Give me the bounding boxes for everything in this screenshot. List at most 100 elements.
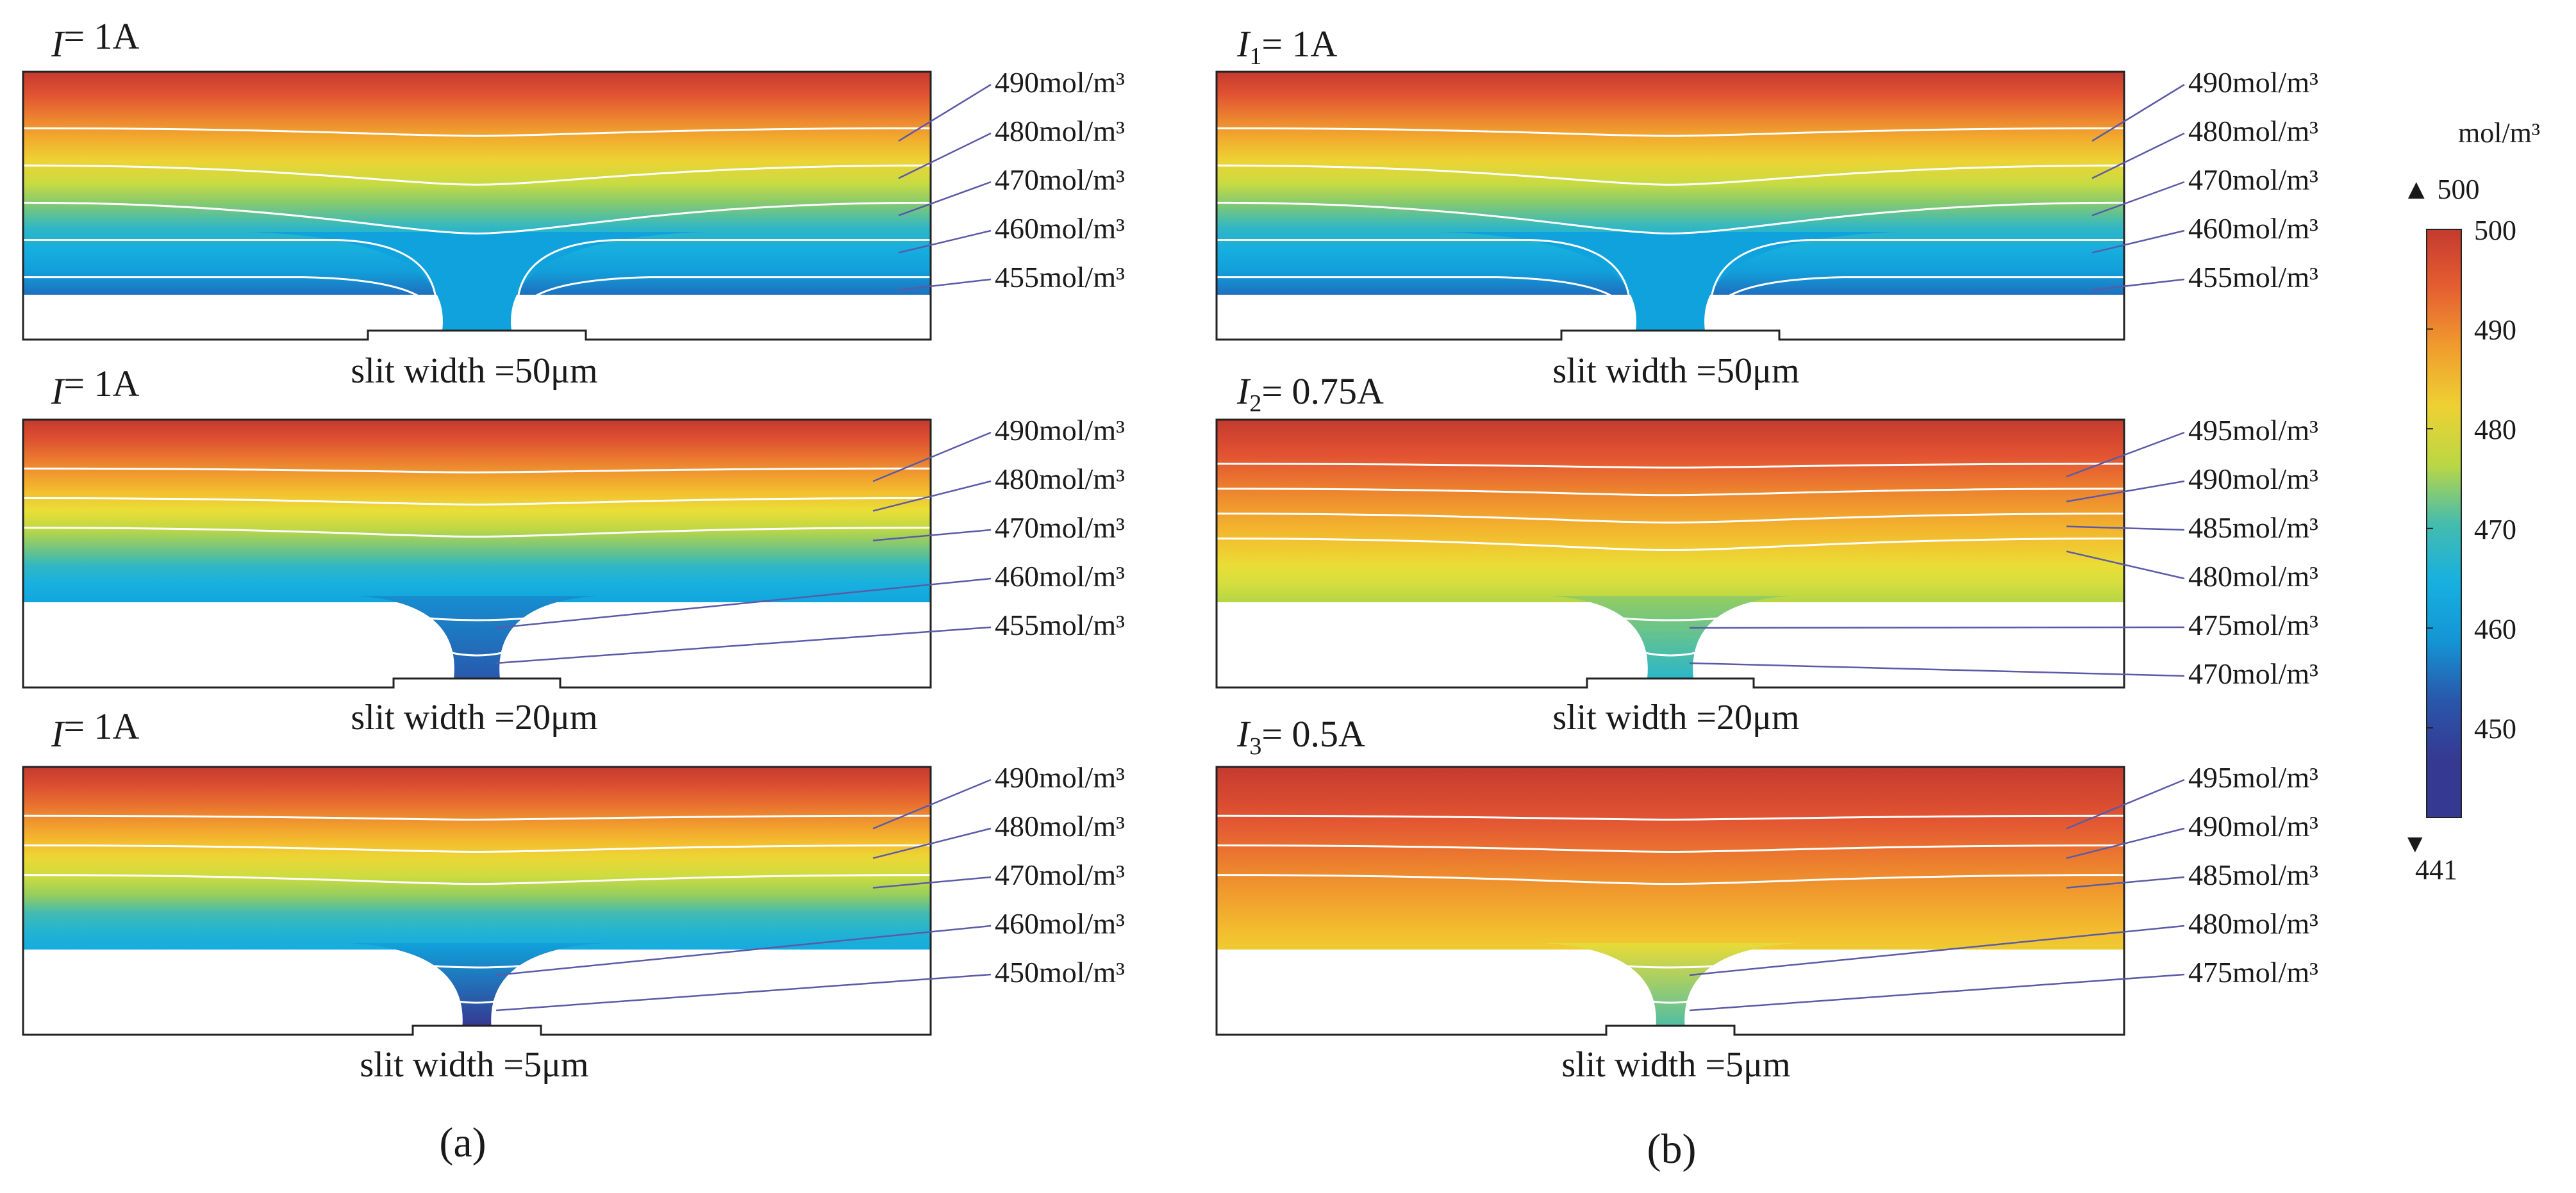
contour-label: 470mol/m³ [995,859,1125,891]
contour-line [23,276,438,331]
leader-line [1689,662,2185,677]
slit-well [349,943,605,1026]
contour-line [22,467,931,473]
leader-line [1689,626,2185,629]
slit-width-label: slit width =5μm [360,1045,588,1085]
contour-label: 490mol/m³ [2188,66,2318,99]
contour-line [1634,649,1706,657]
panel-b2-field: 495mol/m³ 490mol/m³ 485mol/m³ 480mol/m³ 475m… [1215,414,2318,690]
leader-line [495,925,992,976]
leader-line [872,876,992,889]
leader-line [872,529,992,541]
contour-line [22,164,931,186]
leader-line [495,577,992,629]
leader-line [898,278,992,291]
contour-line [23,238,438,331]
colorbar-min-marker: ▼ [2402,829,2428,858]
domain-frame [1215,70,2125,341]
contour-line [1633,996,1708,1004]
panel-b3: I3= 0.5A 495mol/m³ 490mol/m³ 485mol/m³ 480m… [1215,713,2318,1085]
contour-label: 455mol/m³ [995,609,1125,641]
leader-line [2066,550,2185,580]
concentration-field [1217,420,2124,602]
panel-a1-current: I= 1A [51,15,140,65]
contour-line [22,874,931,885]
contour-line [22,497,931,506]
leader-line [898,83,992,142]
current-value: = 0.5A [1261,713,1365,755]
leader-line [2091,278,2185,291]
concentration-field [23,420,931,602]
leader-line [2066,480,2185,503]
panel-b3-field: 495mol/m³ 490mol/m³ 485mol/m³ 480mol/m³ 475m… [1215,761,2318,1036]
current-symbol: I [1236,23,1251,65]
panel-a2-current: I= 1A [51,363,140,412]
contour-line [1216,874,2125,885]
contour-label: 460mol/m³ [2188,212,2318,245]
domain-frame [1215,418,2125,689]
panel-a2: I= 1A 490mol/m³ 480mol/m³ 470mol/m³ 460mol/… [22,363,1125,737]
panel-a3-field: 490mol/m³ 480mol/m³ 470mol/m³ 460mol/m³ 450m… [22,761,1125,1036]
leader-line [2091,181,2185,217]
colorbar-tick-label: 470 [2474,514,2516,545]
contour-line [516,238,931,331]
contour-label: 490mol/m³ [995,66,1125,99]
leader-line [2091,229,2185,254]
domain-frame [22,766,932,1036]
contour-label: 475mol/m³ [2188,609,2318,641]
slit-well [1440,232,1901,331]
colorbar-ticks: 500 490 480 470 460 450 [2427,215,2516,745]
leader-line [898,132,992,179]
colorbar-unit: mol/m³ [2458,117,2540,149]
contour-line [1590,614,1750,621]
panel-a2-field: 490mol/m³ 480mol/m³ 470mol/m³ 460mol/m³ 455m… [22,414,1125,689]
current-subscript: 2 [1249,390,1261,417]
panel-b1-field: 490mol/m³ 480mol/m³ 470mol/m³ 460mol/m³ 455m… [1215,66,2318,341]
current-symbol: I [51,713,65,755]
current-subscript: 1 [1249,43,1261,70]
contour-label: 460mol/m³ [995,560,1125,593]
contour-line [1216,201,2125,234]
leader-line [898,181,992,217]
contour-label: 470mol/m³ [995,511,1125,544]
contour-line [1216,164,2125,186]
leader-line [872,480,992,512]
contour-line [1216,814,2125,821]
panel-b1: I1= 1A 490mol/m³ 480mol/m³ 470mol/m³ 460mol… [1215,23,2318,391]
panel-b2: I2= 0.75A 495mol/m³ 490mol/m³ 485mol/m³ 480… [1215,370,2318,737]
contour-label: 480mol/m³ [2188,560,2318,593]
current-symbol: I [51,23,65,65]
contour-label: 490mol/m³ [995,414,1125,447]
current-value: = 1A [63,705,139,747]
contour-label: 480mol/m³ [2188,115,2318,147]
slit-width-label: slit width =20μm [351,698,597,737]
contour-line [397,614,557,621]
current-symbol: I [1236,713,1251,755]
contour-line [1216,513,2125,524]
leader-line [872,431,992,482]
contour-label: 450mol/m³ [995,956,1125,989]
contour-label: 490mol/m³ [995,761,1125,794]
colorbar-min-value: 441 [2415,854,2457,885]
contour-label: 495mol/m³ [2188,761,2318,794]
leader-line [495,973,992,1012]
contour-line [1709,238,2124,331]
contour-label: 490mol/m³ [2188,463,2318,495]
colorbar-gradient [2426,229,2462,818]
contour-line [1216,127,2125,137]
contour-line [1217,238,1631,331]
colorbar: mol/m³ ▲ 500 500 490 480 470 460 450 ▼ 441 [2402,117,2540,885]
leader-line [1689,925,2185,976]
contour-label: 455mol/m³ [995,261,1125,293]
colorbar-tick-label: 490 [2474,315,2516,346]
domain-frame [22,70,932,341]
contour-label: 470mol/m³ [2188,657,2318,690]
contour-label: 470mol/m³ [2188,163,2318,196]
contour-line [22,201,931,234]
contour-line [1216,463,2125,469]
caption-a: (a) [439,1119,486,1166]
leader-line [898,229,992,254]
panel-b2-current: I2= 0.75A [1236,370,1384,417]
domain-frame [1215,766,2125,1036]
